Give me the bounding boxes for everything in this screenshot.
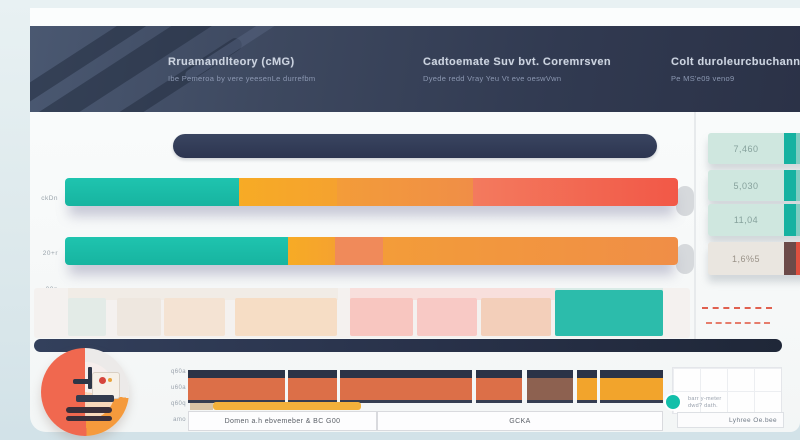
stat-card-1[interactable]: 7,460 bbox=[708, 133, 800, 164]
bar-segment bbox=[383, 237, 678, 265]
bar-segment bbox=[239, 178, 337, 206]
card-accent-tail bbox=[796, 170, 800, 201]
muted-segment-teal bbox=[555, 290, 663, 336]
header-subtitle-2: Dyede redd Vray Yeu Vt eve oeswVwn bbox=[423, 74, 562, 83]
bottom-bar-segment bbox=[188, 370, 285, 403]
axis-label: u60a bbox=[171, 385, 186, 391]
card-accent-stripe bbox=[784, 204, 796, 236]
bottom-bar-segment bbox=[288, 370, 337, 403]
card-accent-tail bbox=[796, 133, 800, 164]
machine-icon-dot bbox=[108, 378, 112, 382]
header-column-2: Cadtoemate Suv bvt. Coremrsven Dyede red… bbox=[423, 56, 611, 83]
amber-strip bbox=[213, 402, 361, 410]
machine-icon bbox=[92, 372, 120, 399]
header-column-3: Colt duroleurcbuchanny Pe MS'e09 veno9 bbox=[671, 56, 800, 83]
muted-bar-row-3 bbox=[34, 288, 690, 338]
stat-value: 11,04 bbox=[733, 215, 759, 225]
card-accent-stripe bbox=[784, 133, 796, 164]
bottom-bar-segment bbox=[476, 370, 522, 403]
header-title-1: Rruamandlteory (cMG) bbox=[168, 56, 295, 68]
row-label-2: 20+r bbox=[42, 250, 58, 257]
panel-right-divider bbox=[694, 112, 696, 345]
muted-segment bbox=[235, 298, 337, 336]
bottom-box-1[interactable]: Domen a.h ebvemeber & BC G00 bbox=[188, 411, 377, 431]
muted-segment bbox=[417, 298, 477, 336]
card-accent-tail bbox=[796, 242, 800, 275]
stacked-bar-row-2[interactable] bbox=[65, 237, 678, 265]
tint-band bbox=[350, 288, 555, 300]
axis-label: q60a bbox=[171, 369, 186, 375]
bar-segment bbox=[337, 178, 473, 206]
footer-label: Lyhree Oe.bee bbox=[729, 416, 777, 424]
header-column-1: Rruamandlteory (cMG) Ibe Pemeroa by vere… bbox=[168, 56, 315, 83]
machine-icon bbox=[73, 379, 96, 384]
muted-segment bbox=[68, 298, 106, 336]
axis-label: q60q bbox=[171, 401, 186, 407]
header-title-3: Colt duroleurcbuchanny bbox=[671, 56, 800, 68]
muted-segment bbox=[117, 298, 161, 336]
legend-text: barr y-meter dwd? dath. bbox=[688, 396, 722, 410]
bar-segment bbox=[65, 237, 288, 265]
card-accent-stripe bbox=[784, 242, 796, 275]
toolbar-pill[interactable] bbox=[173, 134, 657, 158]
machine-icon-base bbox=[76, 395, 114, 402]
stat-value: 7,460 bbox=[733, 143, 759, 154]
bottom-bar-segment bbox=[600, 370, 663, 403]
dashed-line bbox=[706, 322, 770, 324]
bottom-bar-segment bbox=[577, 370, 597, 403]
legend-card[interactable] bbox=[672, 367, 782, 414]
stacked-bar-row-1[interactable] bbox=[65, 178, 678, 206]
header-subtitle-1: Ibe Pemeroa by vere yeesenLe durrefbm bbox=[168, 74, 316, 83]
machine-icon-dot bbox=[99, 377, 106, 384]
scroll-tab[interactable] bbox=[676, 244, 694, 274]
tan-strip bbox=[190, 403, 213, 410]
section-divider-bar bbox=[34, 339, 782, 352]
bar-segment bbox=[65, 178, 239, 206]
muted-segment bbox=[350, 298, 413, 336]
bar-segment bbox=[288, 237, 335, 265]
scroll-tab[interactable] bbox=[676, 186, 694, 216]
pie-caption-bar bbox=[66, 416, 112, 421]
stat-card-4[interactable]: 1,6%5 bbox=[708, 242, 800, 275]
stat-card-3[interactable]: 11,04 bbox=[708, 204, 800, 236]
bottom-bar-segment bbox=[527, 370, 573, 403]
card-accent-stripe bbox=[784, 170, 796, 201]
legend-dot-icon bbox=[666, 395, 680, 409]
muted-segment bbox=[164, 298, 225, 336]
bottom-box-2[interactable]: GCKA bbox=[377, 411, 663, 431]
legend-line-2: dwd? dath. bbox=[688, 403, 718, 409]
machine-icon bbox=[88, 367, 92, 389]
tint-band bbox=[68, 288, 338, 300]
bar-segment bbox=[473, 178, 678, 206]
bottom-box-1-label: Domen a.h ebvemeber & BC G00 bbox=[224, 417, 341, 425]
footer-box[interactable]: Lyhree Oe.bee bbox=[677, 412, 784, 428]
pie-caption-bar bbox=[66, 407, 112, 413]
stat-value: 5,030 bbox=[733, 180, 759, 191]
row-label-1: ckDn bbox=[41, 195, 58, 202]
header-subtitle-3: Pe MS'e09 veno9 bbox=[671, 74, 735, 83]
stat-card-2[interactable]: 5,030 bbox=[708, 170, 800, 201]
dashed-line bbox=[702, 307, 772, 309]
legend-line-1: barr y-meter bbox=[688, 396, 722, 402]
stat-value: 1,6%5 bbox=[731, 253, 761, 264]
header-title-2: Cadtoemate Suv bvt. Coremrsven bbox=[423, 56, 612, 68]
muted-segment bbox=[481, 298, 551, 336]
header-band: Rruamandlteory (cMG) Ibe Pemeroa by vere… bbox=[30, 26, 800, 112]
bottom-bar-segment bbox=[340, 370, 472, 403]
card-accent-tail bbox=[796, 204, 800, 236]
bottom-box-2-label: GCKA bbox=[509, 417, 531, 425]
bar-segment bbox=[335, 237, 383, 265]
axis-label: amo bbox=[173, 417, 186, 423]
